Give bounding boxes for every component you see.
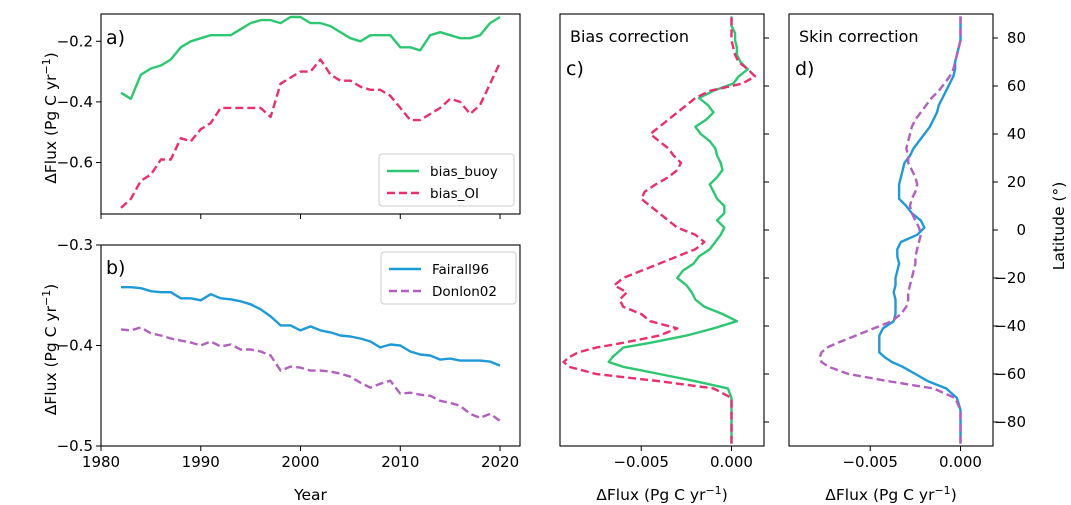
y-tick-label: −0.4 bbox=[57, 93, 93, 111]
legend-entry-bias_buoy: bias_buoy bbox=[430, 164, 498, 180]
legend-entry-Donlon02: Donlon02 bbox=[432, 284, 497, 300]
y-axis-label: Latitude (°) bbox=[1050, 182, 1068, 271]
y-axis-label-text: ΔFlux (Pg C yr bbox=[42, 305, 60, 415]
panel-label: b) bbox=[106, 257, 125, 279]
x-tick-label: 1990 bbox=[182, 453, 220, 471]
x-axis-label-text: ΔFlux (Pg C yr bbox=[596, 486, 706, 504]
panel-d: −0.005 0.000 −80 −60 −40 −20 0 20 40 60 80 d) Skin c… bbox=[788, 13, 1068, 504]
y-tick-label: 20 bbox=[1007, 173, 1026, 191]
series-line-bias_buoy bbox=[120, 15, 501, 101]
y-axis-label-text-end: ) bbox=[42, 52, 60, 58]
y-tick-label: 0 bbox=[1016, 221, 1026, 239]
series-line-Fairall96 bbox=[121, 286, 501, 367]
panel-label: d) bbox=[795, 58, 814, 80]
y-axis-label: ΔFlux (Pg C yr−1) bbox=[40, 52, 60, 184]
series-line-Fairall96 bbox=[878, 16, 962, 444]
x-axis-label-superscript: −1 bbox=[934, 484, 950, 497]
panel-c: −0.005 0.000 c) Bias correction ΔFlux (Pg C … bbox=[559, 13, 769, 504]
x-tick-label: 0.000 bbox=[710, 453, 753, 471]
panel-title: Skin correction bbox=[799, 27, 919, 46]
x-axis-label-text-end: ) bbox=[722, 486, 728, 504]
y-tick-label: −0.6 bbox=[57, 153, 93, 171]
x-tick-label: 2000 bbox=[281, 453, 319, 471]
series-line-bias_OI bbox=[562, 16, 757, 444]
y-axis-label-text-end: ) bbox=[42, 284, 60, 290]
legend: Fairall96 Donlon02 bbox=[380, 251, 517, 305]
y-tick-label: −20 bbox=[994, 269, 1026, 287]
panel-b: 1980 1990 2000 2010 2020 −0.5 −0.4 −0.3 b) ΔFlux … bbox=[40, 236, 521, 504]
legend-entry-bias_OI: bias_OI bbox=[430, 186, 479, 202]
y-tick-label: 80 bbox=[1007, 29, 1026, 47]
y-tick-label: −0.3 bbox=[57, 236, 93, 254]
x-tick-label: −0.005 bbox=[613, 453, 669, 471]
x-axis-label: Year bbox=[293, 486, 327, 504]
panel-a: −0.6 −0.4 −0.2 a) ΔFlux (Pg C yr−1) bias_buoy… bbox=[40, 13, 521, 219]
x-tick-label: 0.000 bbox=[939, 453, 982, 471]
plot-frame bbox=[559, 13, 765, 447]
series-line-Donlon02 bbox=[818, 16, 962, 444]
panel-title: Bias correction bbox=[570, 27, 689, 46]
series-line-Donlon02 bbox=[120, 326, 501, 422]
x-axis-label: ΔFlux (Pg C yr−1) bbox=[596, 484, 728, 504]
x-axis-label: ΔFlux (Pg C yr−1) bbox=[825, 484, 957, 504]
legend: bias_buoy bias_OI bbox=[378, 153, 515, 207]
y-axis-label-superscript: −1 bbox=[40, 58, 53, 74]
x-tick-label: −0.005 bbox=[842, 453, 898, 471]
legend-entry-Fairall96: Fairall96 bbox=[432, 262, 489, 278]
x-axis-label-text: ΔFlux (Pg C yr bbox=[825, 486, 935, 504]
y-axis-label: ΔFlux (Pg C yr−1) bbox=[40, 284, 60, 416]
y-axis-label-text: ΔFlux (Pg C yr bbox=[42, 74, 60, 184]
y-tick-label: −0.5 bbox=[57, 437, 93, 455]
plot-frame bbox=[100, 13, 521, 215]
x-axis-label-text-end: ) bbox=[951, 486, 957, 504]
y-tick-label: −40 bbox=[994, 317, 1026, 335]
panel-label: c) bbox=[566, 58, 584, 80]
y-axis-label-superscript: −1 bbox=[40, 290, 53, 306]
y-tick-label: −80 bbox=[994, 413, 1026, 431]
y-tick-label: 60 bbox=[1007, 77, 1026, 95]
y-tick-label: 40 bbox=[1007, 125, 1026, 143]
x-axis-label-superscript: −1 bbox=[705, 484, 721, 497]
x-tick-label: 1980 bbox=[82, 453, 120, 471]
y-tick-label: −0.4 bbox=[57, 337, 93, 355]
series-line-bias_OI bbox=[120, 58, 502, 209]
panel-label: a) bbox=[106, 27, 125, 49]
y-tick-label: −0.2 bbox=[57, 32, 93, 50]
series-line-bias_buoy bbox=[607, 16, 749, 444]
x-tick-label: 2010 bbox=[381, 453, 419, 471]
y-tick-label: −60 bbox=[994, 365, 1026, 383]
x-tick-label: 2020 bbox=[481, 453, 519, 471]
